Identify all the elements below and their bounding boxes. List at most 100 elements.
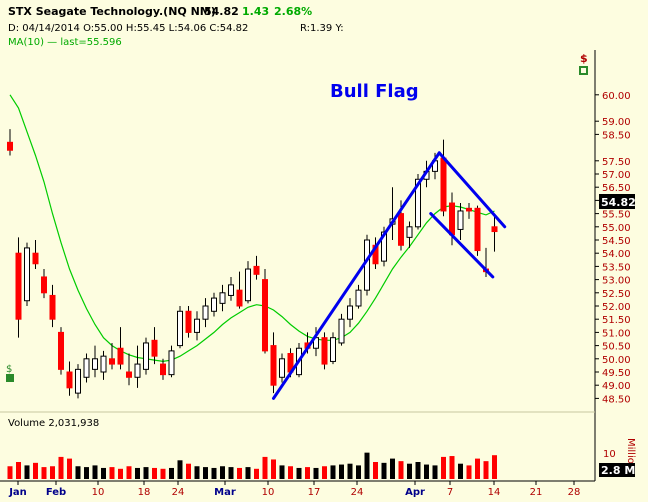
candle-body-up bbox=[211, 297, 217, 312]
price-tick-label: 54.00 bbox=[602, 249, 631, 260]
date-tick-label: Jan bbox=[8, 487, 27, 498]
volume-bar bbox=[313, 467, 319, 479]
price-tick-label: 51.50 bbox=[602, 315, 631, 326]
price-change: 1.43 bbox=[242, 5, 269, 18]
volume-bar bbox=[322, 466, 327, 479]
price-tick-label: 52.00 bbox=[602, 302, 631, 313]
axes bbox=[0, 50, 596, 482]
volume-unit-label: Millio bbox=[625, 438, 636, 464]
candle-body-up bbox=[457, 210, 464, 230]
candle-body-up bbox=[75, 368, 81, 394]
bull-flag-label: Bull Flag bbox=[330, 81, 419, 102]
volume-bar bbox=[288, 466, 293, 479]
volume-bar bbox=[441, 456, 446, 479]
candle bbox=[253, 255, 260, 280]
candle-body-down bbox=[466, 207, 472, 212]
candle bbox=[236, 271, 243, 309]
volume-bar bbox=[390, 458, 395, 479]
candle bbox=[228, 276, 234, 301]
volume-bar bbox=[135, 467, 140, 479]
volume-bar bbox=[381, 462, 387, 479]
volume-bar bbox=[245, 467, 251, 479]
candle-body-up bbox=[355, 289, 362, 307]
candle bbox=[321, 332, 328, 370]
candle bbox=[185, 306, 192, 338]
date-tick-label: Mar bbox=[214, 487, 236, 498]
current-volume-tag-box bbox=[599, 463, 635, 477]
candle-body-up bbox=[143, 342, 149, 370]
candle bbox=[466, 203, 472, 219]
volume-bar bbox=[305, 467, 310, 479]
date-tick-label: 14 bbox=[488, 487, 501, 498]
flag-trendline bbox=[272, 151, 441, 400]
candle-body-up bbox=[219, 292, 226, 304]
volume-bar bbox=[279, 465, 285, 479]
candle bbox=[355, 284, 362, 309]
candle-body-down bbox=[449, 202, 455, 236]
candle-body-down bbox=[236, 289, 243, 307]
volume-bar bbox=[262, 456, 268, 479]
volume-bar bbox=[211, 467, 217, 479]
price-tick-label: 50.50 bbox=[602, 342, 631, 353]
candle bbox=[219, 284, 226, 312]
volume-bar bbox=[152, 467, 157, 479]
candle-body-up bbox=[338, 318, 345, 344]
volume-bar bbox=[254, 468, 259, 479]
price-tick-label: 52.50 bbox=[602, 289, 631, 300]
volume-bar bbox=[92, 465, 98, 479]
price-tick-label: 55.00 bbox=[602, 223, 631, 234]
price-tick-label: 56.50 bbox=[602, 183, 631, 194]
candle bbox=[406, 221, 413, 248]
candle bbox=[143, 337, 149, 375]
candle-body-down bbox=[474, 207, 481, 252]
price-change-percent: 2.68% bbox=[274, 5, 312, 18]
volume-bar bbox=[84, 467, 89, 479]
date-tick-label: 24 bbox=[172, 487, 185, 498]
candle-body-down bbox=[398, 213, 404, 246]
volume-bar bbox=[347, 463, 353, 479]
candle bbox=[134, 345, 141, 388]
candle-body-down bbox=[32, 252, 39, 265]
flag-trendline bbox=[437, 151, 507, 229]
volume-bar bbox=[7, 466, 13, 479]
candle-body-down bbox=[49, 294, 56, 320]
candle bbox=[117, 327, 124, 370]
volume-bar bbox=[41, 467, 47, 479]
date-tick-labels: Jan Feb 10 18 24 Mar 10 17 24 Apr 7 14 21 28 bbox=[8, 481, 580, 498]
candle-body-down bbox=[491, 226, 498, 233]
candle bbox=[457, 203, 464, 240]
volume-bar bbox=[296, 467, 302, 479]
volume-bar bbox=[458, 463, 463, 479]
date-tick-label: 24 bbox=[351, 487, 364, 498]
moving-average-layer bbox=[9, 94, 495, 363]
volume-bar bbox=[186, 463, 191, 479]
volume-bar bbox=[75, 466, 81, 479]
candle bbox=[202, 298, 209, 328]
candle-body-down bbox=[66, 371, 73, 389]
chart-header: STX Seagate Technology.(NQ NM) 54.82 1.4… bbox=[8, 5, 344, 48]
candle-body-down bbox=[262, 279, 268, 352]
candle-body-down bbox=[109, 358, 115, 365]
volume-bar bbox=[424, 464, 429, 479]
candle-body-up bbox=[194, 318, 200, 333]
volume-bar bbox=[330, 465, 336, 479]
candle-body-up bbox=[168, 350, 175, 376]
candlestick-series bbox=[7, 129, 498, 399]
volume-bar bbox=[50, 466, 55, 479]
volume-bar bbox=[492, 455, 497, 479]
price-tick-label: 48.50 bbox=[602, 394, 631, 405]
candle-body-down bbox=[15, 252, 22, 320]
volume-bar bbox=[475, 458, 480, 479]
volume-bar bbox=[101, 467, 106, 479]
candle bbox=[58, 327, 64, 375]
volume-bar bbox=[483, 461, 489, 479]
price-tick-label: 51.00 bbox=[602, 328, 631, 339]
candle-body-up bbox=[100, 355, 107, 373]
candle-body-up bbox=[92, 358, 98, 370]
flag-trendline bbox=[429, 212, 495, 279]
candle-body-up bbox=[134, 363, 141, 378]
volume-bar bbox=[109, 467, 115, 479]
volume-bar bbox=[143, 467, 149, 479]
